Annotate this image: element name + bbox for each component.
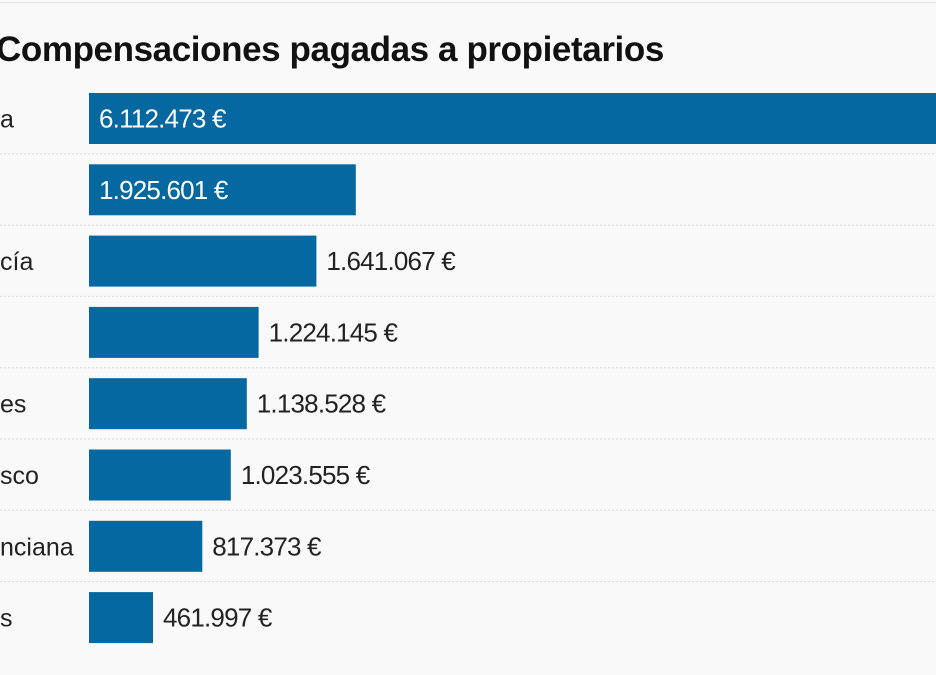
bar-4 (89, 306, 259, 358)
bar-6 (89, 449, 231, 501)
value-label: 1.925.601 € (99, 175, 229, 205)
value-label: 817.373 € (212, 531, 322, 561)
chart-title: Compensaciones pagadas a propietarios (0, 30, 664, 69)
bar-1 (89, 93, 936, 144)
value-label: 6.112.473 € (99, 104, 227, 134)
value-label: 461.997 € (163, 603, 273, 633)
bar-7 (89, 520, 203, 572)
value-label: 1.023.555 € (241, 460, 371, 490)
top-divider (0, 2, 936, 3)
category-label: s (0, 605, 13, 633)
category-label: es (0, 391, 26, 419)
category-label: sco (0, 462, 39, 490)
value-label: 1.641.067 € (326, 246, 456, 276)
value-label: 1.224.145 € (269, 317, 399, 347)
category-label: nciana (0, 533, 74, 561)
category-label: cía (0, 248, 33, 276)
bar-2 (89, 164, 356, 216)
category-label: a (0, 106, 14, 134)
value-label: 1.138.528 € (257, 389, 387, 419)
bar-8 (89, 592, 153, 644)
bar-5 (89, 378, 247, 430)
bar-3 (89, 235, 317, 287)
